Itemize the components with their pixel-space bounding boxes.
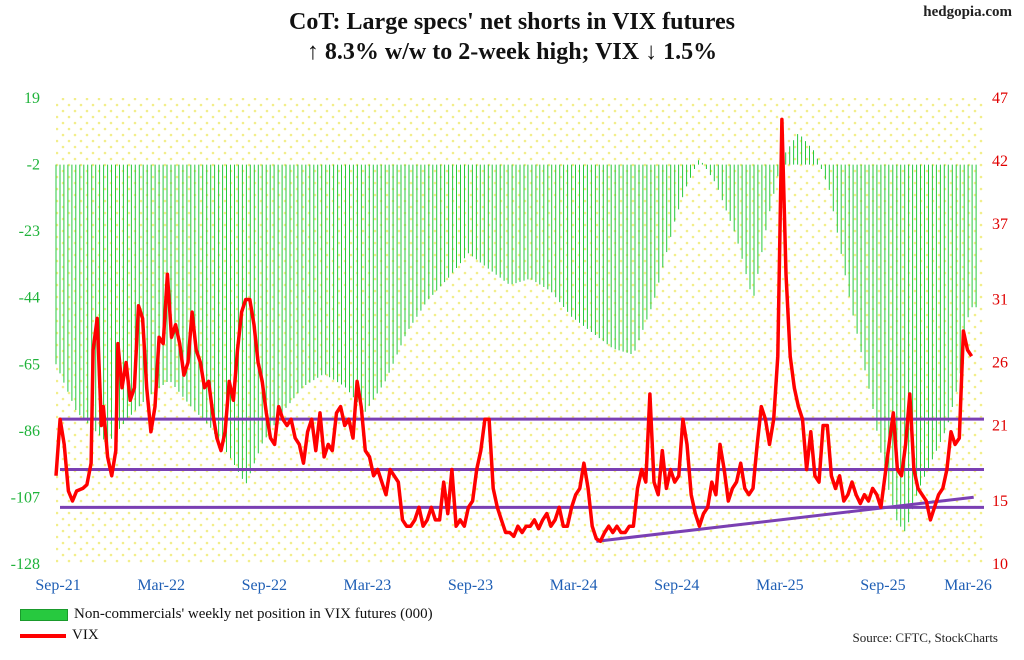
x-axis-tick-label: Mar-23	[344, 577, 392, 594]
legend-line-label: VIX	[72, 627, 99, 643]
x-axis: Sep-21 Mar-22 Sep-22 Mar-23 Sep-23 Mar-24 Sep-…	[35, 577, 991, 594]
vix-line-layer	[54, 117, 974, 544]
right-axis-tick-label: 42	[992, 153, 1008, 170]
right-axis-tick-label: 47	[992, 90, 1008, 107]
x-axis-tick-label: Sep-23	[448, 577, 493, 594]
left-axis-tick-label: 19	[24, 90, 40, 107]
rising-trendline	[596, 495, 974, 543]
left-axis-tick-label: -107	[11, 489, 40, 506]
legend-line-swatch	[20, 633, 66, 638]
vix-line	[54, 117, 974, 544]
left-axis-tick-label: -44	[19, 290, 40, 307]
legend-bars-swatch	[20, 608, 68, 621]
right-axis-tick-label: 31	[992, 292, 1008, 309]
chart-canvas: 19 -2 -23 -44 -65 -86 -107 -128 47 42 37 31 26 21 15 1…	[11, 90, 1008, 594]
chart-title-line1: CoT: Large specs' net shorts in VIX futu…	[288, 9, 735, 35]
legend-bars: Non-commercials' weekly net position in …	[20, 606, 433, 623]
right-axis-tick-label: 10	[992, 556, 1008, 573]
right-axis-tick-label: 26	[992, 354, 1008, 371]
legend-bars-label: Non-commercials' weekly net position in …	[74, 606, 433, 622]
x-axis-tick-label: Sep-22	[242, 577, 287, 594]
x-axis-tick-label: Mar-26	[944, 577, 992, 594]
left-axis-tick-label: -86	[19, 423, 40, 440]
right-axis: 47 42 37 31 26 21 15 10	[992, 90, 1008, 573]
right-axis-tick-label: 37	[992, 216, 1008, 233]
left-axis: 19 -2 -23 -44 -65 -86 -107 -128	[11, 90, 40, 573]
source-note: Source: CFTC, StockCharts	[852, 630, 998, 645]
chart-title-line2: ↑ 8.3% w/w to 2-week high; VIX ↓ 1.5%	[306, 39, 718, 65]
brand-watermark: hedgopia.com	[923, 4, 1012, 20]
legend-line: VIX	[20, 627, 99, 644]
x-axis-tick-label: Sep-21	[35, 577, 80, 594]
left-axis-tick-label: -23	[19, 223, 40, 240]
x-axis-tick-label: Mar-24	[550, 577, 598, 594]
right-axis-tick-label: 21	[992, 417, 1008, 434]
bars-layer	[55, 134, 977, 532]
x-axis-tick-label: Sep-25	[860, 577, 905, 594]
x-axis-tick-label: Mar-25	[756, 577, 804, 594]
left-axis-tick-label: -128	[11, 556, 40, 573]
left-axis-tick-label: -65	[19, 356, 40, 373]
left-axis-tick-label: -2	[27, 157, 40, 174]
x-axis-tick-label: Sep-24	[654, 577, 699, 594]
right-axis-tick-label: 15	[992, 493, 1008, 510]
x-axis-tick-label: Mar-22	[137, 577, 185, 594]
